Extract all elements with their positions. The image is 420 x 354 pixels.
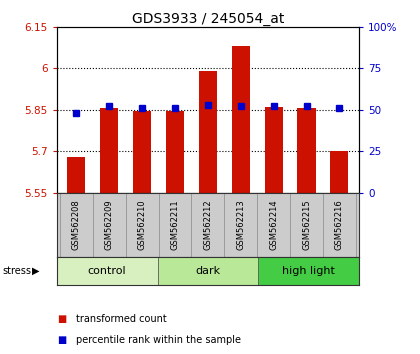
Title: GDS3933 / 245054_at: GDS3933 / 245054_at: [132, 12, 284, 25]
Bar: [57, 257, 158, 285]
Text: ▶: ▶: [32, 266, 40, 276]
Text: control: control: [88, 266, 126, 276]
Bar: [232, 46, 250, 193]
Text: ■: ■: [57, 335, 66, 345]
Text: GSM562210: GSM562210: [138, 199, 147, 250]
Text: percentile rank within the sample: percentile rank within the sample: [76, 335, 241, 345]
Text: ■: ■: [57, 314, 66, 324]
Bar: [199, 71, 217, 193]
Bar: [67, 157, 85, 193]
Text: GSM562209: GSM562209: [105, 199, 114, 250]
Bar: [100, 108, 118, 193]
Bar: [331, 152, 349, 193]
Bar: [297, 108, 315, 193]
Text: GSM562212: GSM562212: [203, 199, 213, 250]
Text: GSM562211: GSM562211: [171, 199, 179, 250]
Bar: [258, 257, 359, 285]
Text: high light: high light: [282, 266, 335, 276]
Text: GSM562215: GSM562215: [302, 199, 311, 250]
Text: GSM562213: GSM562213: [236, 199, 245, 250]
Bar: [133, 111, 151, 193]
Text: stress: stress: [2, 266, 31, 276]
Text: GSM562214: GSM562214: [269, 199, 278, 250]
Bar: [265, 107, 283, 193]
Text: transformed count: transformed count: [76, 314, 166, 324]
Text: GSM562208: GSM562208: [72, 199, 81, 250]
Text: dark: dark: [195, 266, 220, 276]
Bar: [166, 111, 184, 193]
Text: GSM562216: GSM562216: [335, 199, 344, 250]
Bar: [158, 257, 258, 285]
